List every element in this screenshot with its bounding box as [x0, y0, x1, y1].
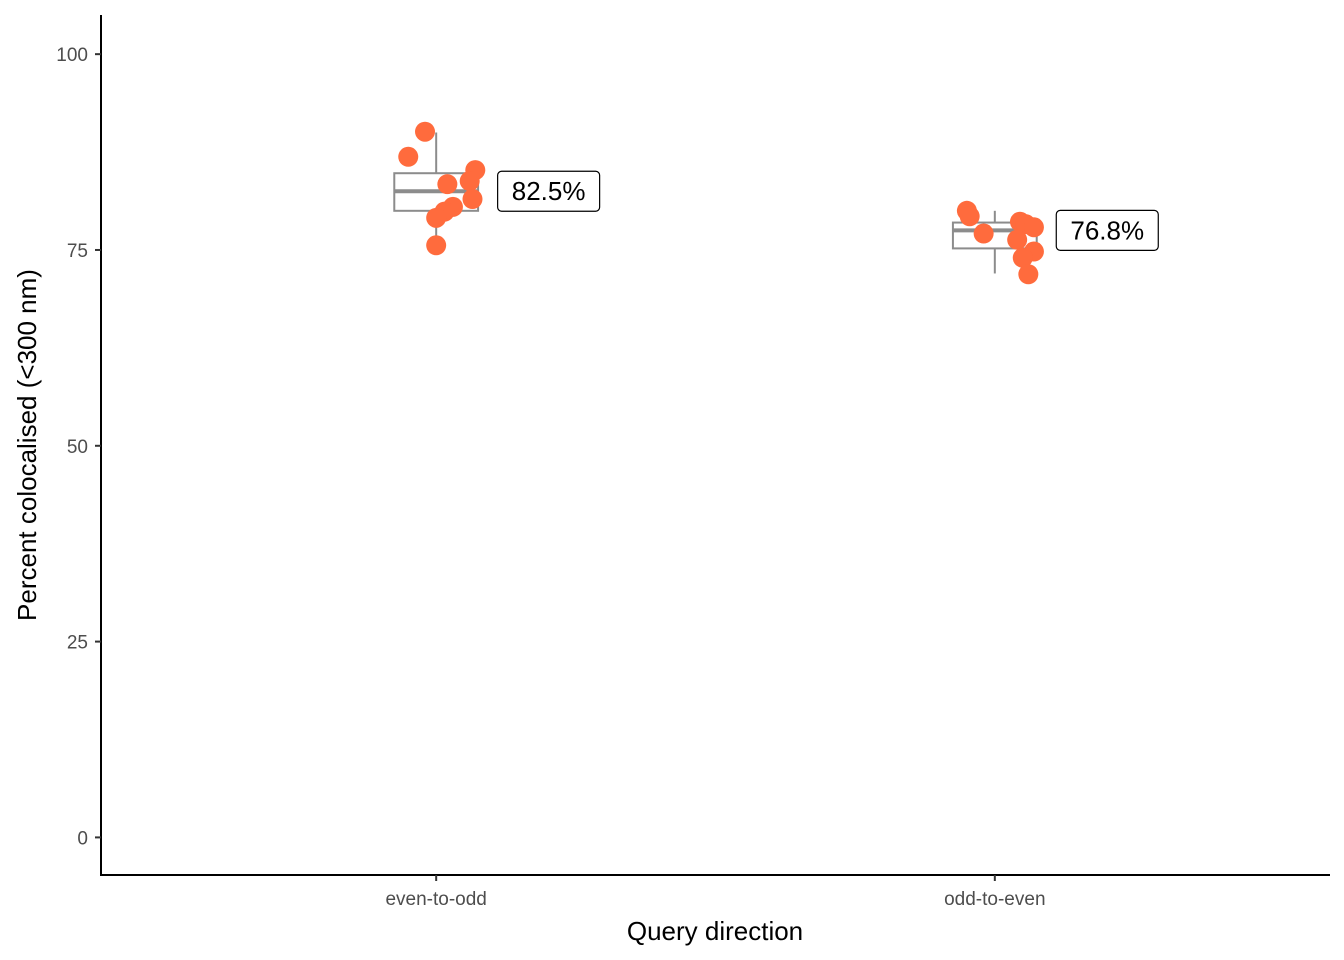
data-point	[437, 174, 458, 195]
y-tick-label: 100	[56, 45, 88, 66]
x-tick-label: even-to-odd	[385, 889, 486, 910]
data-point	[1012, 247, 1033, 268]
axes: 0 25 50 75 100 even-to-odd odd-to-even	[56, 15, 1330, 910]
percent-label-text: 76.8%	[1070, 215, 1144, 245]
data-point	[426, 235, 447, 256]
data-point	[459, 171, 480, 192]
data-point	[959, 206, 980, 227]
percent-label-odd-to-even: 76.8%	[1055, 209, 1159, 251]
data-point	[462, 189, 483, 210]
y-tick-label: 25	[67, 633, 88, 654]
y-tick-label: 50	[67, 437, 88, 458]
data-point	[1023, 217, 1044, 238]
x-tick-label: odd-to-even	[944, 889, 1045, 910]
boxplots	[393, 132, 1038, 274]
points-odd-to-even	[956, 200, 1044, 285]
data-points	[398, 121, 1044, 285]
x-axis-title: Query direction	[627, 916, 803, 946]
y-tick-label: 75	[67, 241, 88, 262]
data-point	[398, 146, 419, 167]
percent-label-box	[497, 170, 601, 212]
percent-label-even-to-odd: 82.5%	[497, 170, 601, 212]
data-point	[1018, 264, 1039, 285]
percent-label-box	[1055, 209, 1159, 251]
y-axis-title: Percent colocalised (<300 nm)	[12, 269, 42, 621]
y-tick-label: 0	[77, 828, 88, 849]
percent-label-text: 82.5%	[512, 176, 586, 206]
data-point	[426, 207, 447, 228]
points-even-to-odd	[398, 121, 486, 256]
data-point	[415, 121, 436, 142]
group-labels: 82.5% 76.8%	[497, 170, 1159, 251]
data-point	[1007, 229, 1028, 250]
data-point	[973, 223, 994, 244]
